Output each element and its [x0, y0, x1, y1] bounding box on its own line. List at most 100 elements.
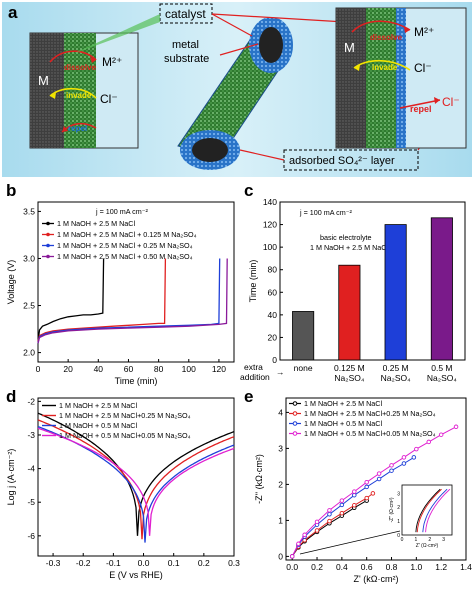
series-point-4 [453, 424, 459, 430]
right-cl-label: Cl⁻ [414, 61, 432, 75]
y-tick-label: -6 [27, 531, 35, 541]
inset-y-title: -Z'' (Ω·cm²) [389, 497, 395, 522]
x-tick-label: -0.1 [106, 558, 121, 568]
series-point-4 [414, 446, 419, 452]
x-tick-label: 0.6 [361, 562, 373, 572]
x-tick-label: 80 [154, 364, 164, 374]
series-point-4 [302, 532, 307, 538]
series-point-3 [364, 484, 369, 490]
left-inset: M M²⁺ Cl⁻ dissolve invade repel [29, 32, 139, 149]
legend-label-4: 1 M NaOH + 2.5 M NaCl + 0.50 M Na₂SO₄ [57, 252, 193, 261]
panel-label-b: b [6, 181, 16, 200]
chart-c-annotation: j = 100 mA cm⁻² [299, 208, 353, 217]
legend-label-3: 1 M NaOH + 0.5 M NaCl [59, 421, 137, 430]
series-point-2 [364, 495, 369, 501]
y-tick-label: 0 [272, 355, 277, 365]
legend-marker-3 [46, 243, 50, 248]
legend-label-2: 1 M NaOH + 2.5 M NaCl+0.25 M Na₂SO₄ [59, 411, 191, 420]
inset-y-tick-label: 3 [397, 491, 400, 497]
series-point-2 [370, 491, 376, 496]
y-axis-title: -Z'' (kΩ·cm²) [254, 454, 264, 504]
left-dissolve-label: dissolve [64, 63, 97, 72]
rod-top-core [259, 27, 283, 63]
bar-1 [292, 311, 315, 361]
inset-x-tick-label: 3 [442, 537, 445, 543]
series-line-2 [37, 258, 167, 342]
y-tick-label: 120 [263, 220, 277, 230]
series-point-3 [327, 512, 332, 517]
series-point-4 [364, 479, 369, 485]
y-tick-label: -2 [27, 396, 35, 406]
chart-e-nyquist: 0.0 0.2 0.4 0.6 0.8 1.0 1.2 1.4 0 1 2 3 4 Z' (kΩ·cm²)… [254, 397, 472, 584]
series-point-4 [438, 432, 444, 437]
series-line-4 [37, 258, 228, 344]
y-tick-label: 2.5 [23, 301, 35, 311]
series-point-2 [314, 528, 320, 533]
series-point-2 [339, 510, 345, 516]
x-tick-label: 0.1 [168, 558, 180, 568]
left-invade-arrow [49, 87, 97, 99]
panel-label-e: e [244, 387, 253, 406]
metal-rod-illustration [177, 17, 293, 170]
series-point-4 [289, 554, 295, 559]
rod-bottom-core [192, 138, 228, 162]
legend-label-1: 1 M NaOH + 2.5 M NaCl [304, 399, 382, 408]
inset-series-3 [422, 488, 448, 533]
inset-y-tick-label: 2 [397, 505, 400, 511]
y-tick-label: 3 [278, 443, 283, 453]
chart-b-voltage-time: 0 20 40 60 80 100 120 2.0 2.5 3.0 3.5 Time (min) Vol… [6, 201, 235, 386]
left-metal-label: M [38, 73, 49, 88]
chart-c-note-2: 1 M NaOH + 2.5 M NaCl [310, 243, 388, 252]
series-point-2 [327, 518, 332, 524]
y-tick-label: 3.5 [23, 206, 35, 216]
panel-a-schematic: M M²⁺ Cl⁻ dissolve invade repel catalyst [2, 2, 472, 177]
bar-4 [430, 217, 453, 361]
series-point-3 [376, 476, 382, 482]
chart-c-time-bars: 0 20 40 60 80 100 120 140 Time (min) j = 100 mA c… [240, 197, 466, 383]
x-tick-label: 20 [63, 364, 73, 374]
left-cl-label: Cl⁻ [100, 92, 118, 106]
x-tick-label: 0.2 [311, 562, 323, 572]
plot-frame [37, 397, 235, 557]
substrate-pointer [219, 43, 259, 56]
y-axis-title: Log j (A·cm⁻²) [6, 449, 16, 506]
y-tick-label: 1 [278, 515, 283, 525]
series-line-1 [37, 412, 235, 536]
inset-series-4 [425, 488, 451, 533]
legend-label-2: 1 M NaOH + 2.5 M NaCl + 0.125 M Na₂SO₄ [57, 230, 197, 239]
category-label-1: none [294, 363, 313, 373]
right-invade-arrow [353, 59, 411, 71]
legend-marker-1 [46, 221, 50, 226]
x-tick-label: 0.4 [336, 562, 348, 572]
right-inset-catalyst [366, 8, 396, 148]
series-line-3 [37, 258, 221, 344]
x-axis-title: Z' (kΩ·cm²) [354, 574, 399, 584]
y-tick-label: -4 [27, 464, 35, 474]
category-label-2: 0.125 M [334, 363, 365, 373]
x-tick-label: 0.0 [138, 558, 150, 568]
series-point-4 [376, 471, 382, 476]
x-tick-label: 0.8 [386, 562, 398, 572]
y-tick-label: -3 [27, 430, 35, 440]
series-point-3 [352, 492, 357, 498]
category-sublabel-3: Na₂SO₄ [381, 373, 411, 383]
legend-marker-4 [46, 254, 50, 259]
chart-d-tafel: -0.3 -0.2 -0.1 0.0 0.1 0.2 0.3 -6 -5 -4 -3 -2 E (V v… [6, 396, 240, 580]
plot-frame [37, 201, 235, 363]
adsorbed-pointer-1 [239, 149, 285, 161]
y-tick-label: 80 [268, 265, 278, 275]
x-tick-label: 1.4 [460, 562, 472, 572]
series-line-4 [37, 427, 235, 536]
y-tick-label: 0 [278, 551, 283, 561]
bar-3 [384, 224, 407, 361]
inset-y-tick-label: 1 [397, 519, 400, 525]
left-invade-label: invade [66, 91, 92, 100]
inset-x-title: Z' (Ω·cm²) [416, 543, 439, 549]
right-inset: M M²⁺ Cl⁻ dissolve invade repel Cl⁻ [335, 7, 467, 149]
series-point-4 [401, 455, 407, 460]
chart-b-annotation: j = 100 mA cm⁻² [95, 207, 149, 216]
x-tick-label: 0.0 [286, 562, 298, 572]
y-axis-title: Voltage (V) [6, 260, 16, 305]
legend-marker-3 [292, 421, 298, 426]
